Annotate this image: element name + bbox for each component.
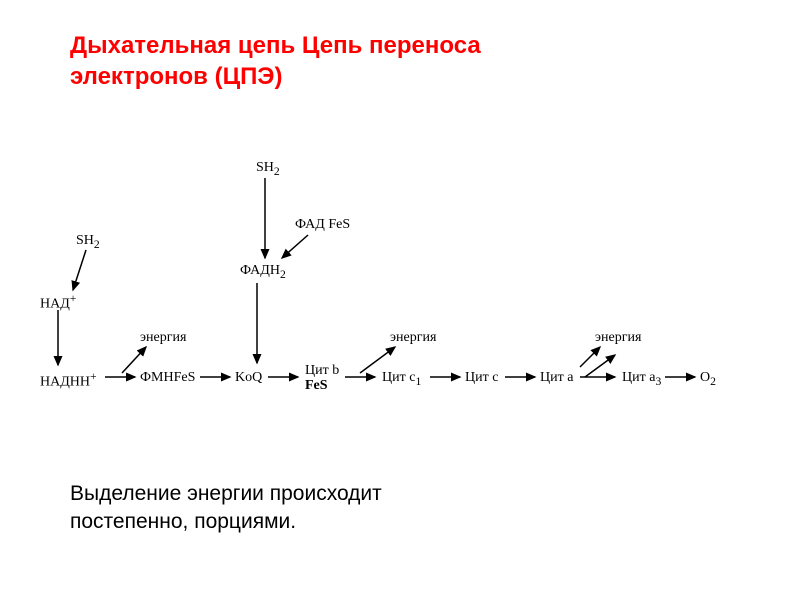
caption-line-1: Выделение энергии происходит: [70, 482, 382, 505]
title-line-2: электронов (ЦПЭ): [70, 63, 282, 90]
title-line-1: Дыхательная цепь Цепь переноса: [70, 32, 481, 59]
slide-title: Дыхательная цепь Цепь переноса электроно…: [70, 30, 670, 92]
etc-diagram: SH2 НАД+ НАДНН+ ФМНFeS KoQ SH2 ФАД FeS Ф…: [40, 145, 760, 445]
diagram-arrows: [40, 145, 760, 445]
caption-line-2: постепенно, порциями.: [70, 510, 296, 533]
slide-caption: Выделение энергии происходит постепенно,…: [70, 480, 670, 537]
